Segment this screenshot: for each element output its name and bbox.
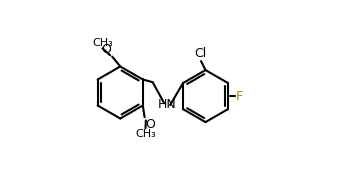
Text: F: F (236, 90, 243, 103)
Text: Cl: Cl (195, 47, 207, 60)
Text: O: O (102, 43, 111, 56)
Text: CH₃: CH₃ (92, 38, 113, 48)
Text: O: O (146, 117, 155, 131)
Text: CH₃: CH₃ (135, 129, 156, 139)
Text: HN: HN (158, 98, 176, 111)
